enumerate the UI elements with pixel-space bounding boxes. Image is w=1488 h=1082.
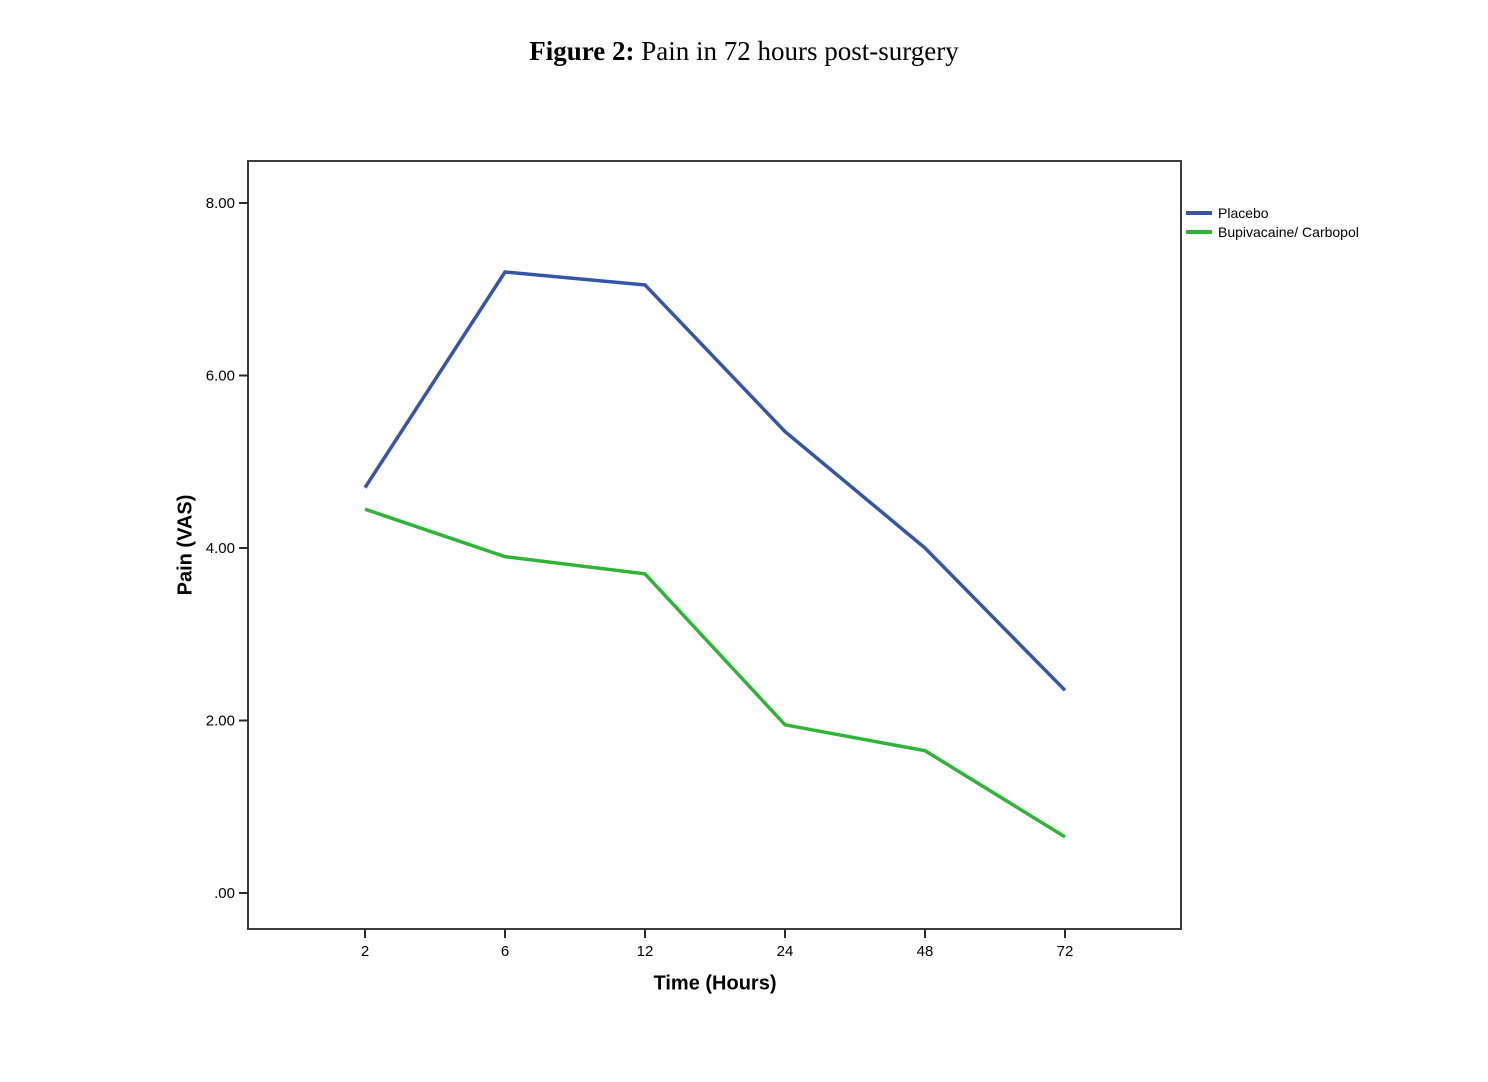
legend-label: Placebo xyxy=(1218,204,1269,221)
series-line-bupivacaine-carbopol xyxy=(364,507,1066,839)
legend-item: Bupivacaine/ Carbopol xyxy=(1186,222,1359,241)
legend: Placebo Bupivacaine/ Carbopol xyxy=(1186,203,1359,241)
x-tick-label: 6 xyxy=(501,943,509,960)
y-tick-label: 8.00 xyxy=(206,195,235,212)
legend-line-swatch-icon xyxy=(1186,210,1212,215)
y-tick-label: 4.00 xyxy=(206,540,235,557)
x-tick-label: 72 xyxy=(1057,943,1074,960)
y-tick-label: 2.00 xyxy=(206,713,235,730)
x-tick-label: 24 xyxy=(777,943,794,960)
legend-item: Placebo xyxy=(1186,203,1359,222)
y-axis-label: Pain (VAS) xyxy=(174,494,197,596)
x-axis-label: Time (Hours) xyxy=(653,972,777,995)
x-tick-label: 2 xyxy=(361,943,369,960)
plot-frame xyxy=(247,160,1182,930)
x-tick-label: 48 xyxy=(917,943,934,960)
legend-label: Bupivacaine/ Carbopol xyxy=(1218,223,1359,240)
figure-title: Figure 2: Pain in 72 hours post-surgery xyxy=(0,36,1488,67)
x-tick-label: 12 xyxy=(637,943,654,960)
figure-title-label: Figure 2: xyxy=(529,36,635,66)
figure-title-text: Pain in 72 hours post-surgery xyxy=(634,36,959,66)
y-tick-label: 6.00 xyxy=(206,368,235,385)
y-tick-label: .00 xyxy=(214,885,235,902)
series-line-placebo xyxy=(363,270,1067,692)
legend-line-swatch-icon xyxy=(1186,229,1212,234)
